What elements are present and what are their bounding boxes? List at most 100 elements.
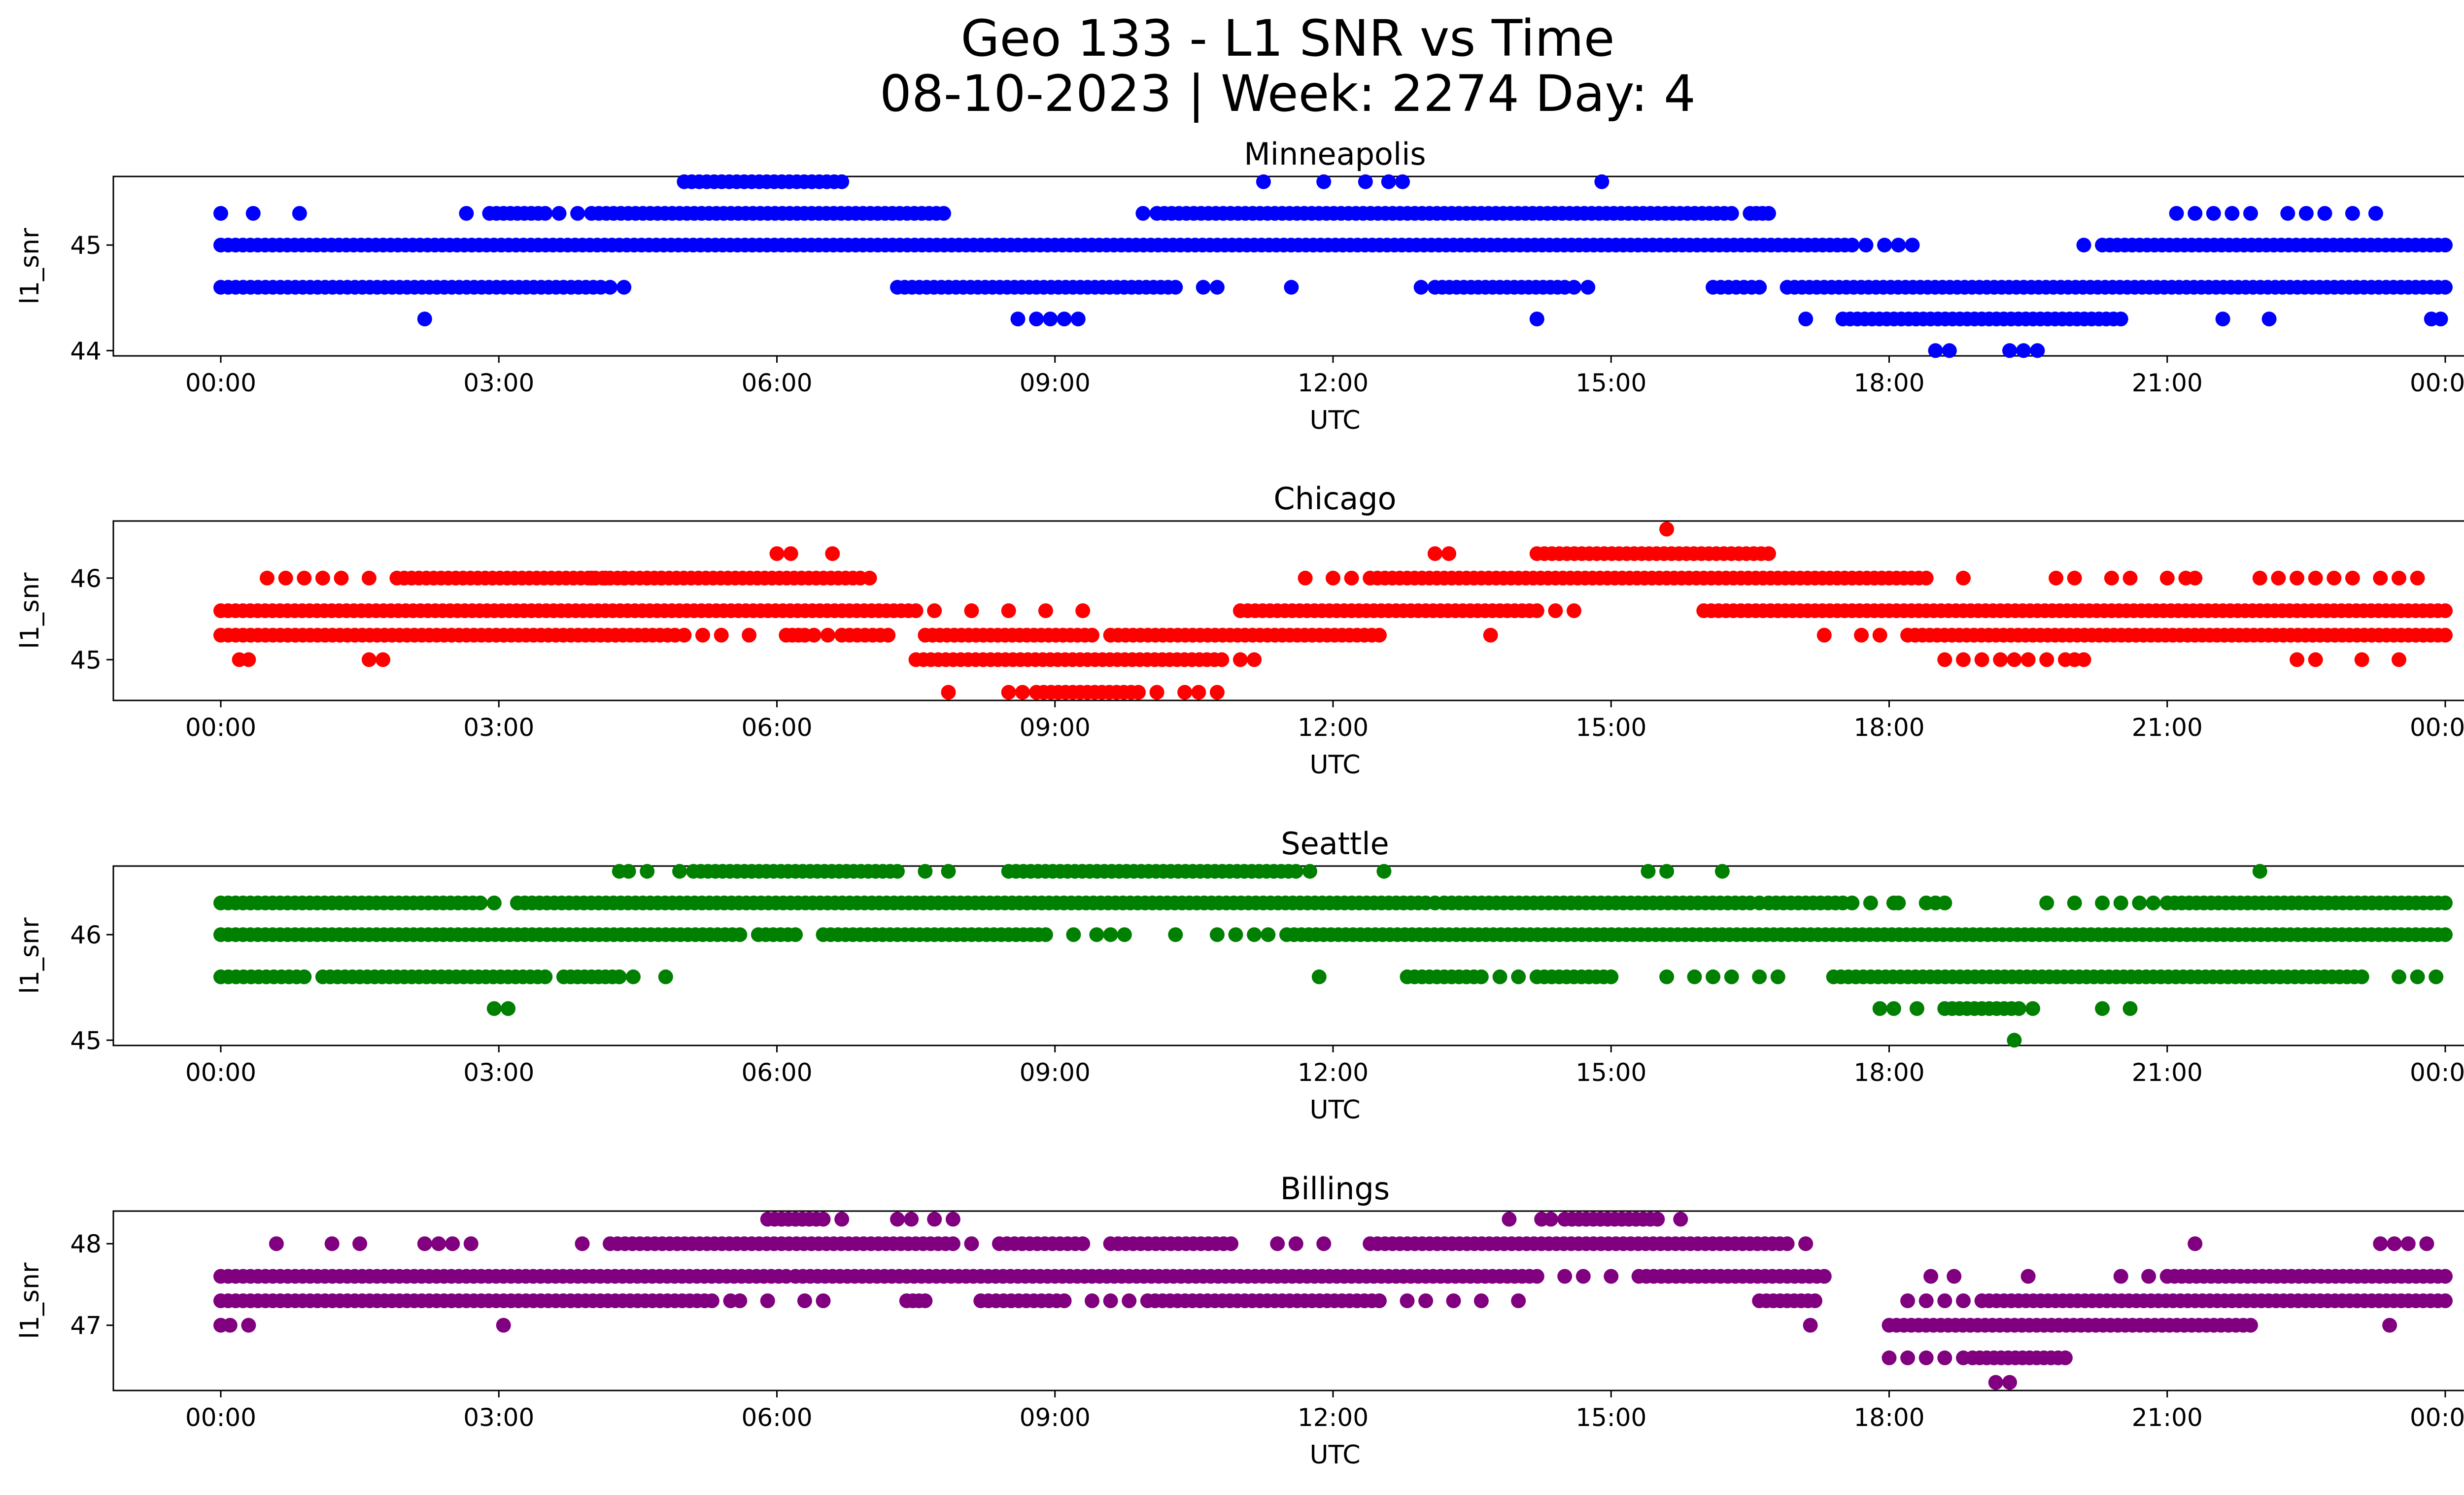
subplot-title: Minneapolis (1244, 136, 1426, 172)
data-point (2076, 652, 2091, 667)
data-point (2438, 603, 2453, 618)
data-point (1070, 312, 1086, 327)
data-point (297, 969, 312, 984)
series-points (213, 1212, 2453, 1390)
data-point (2392, 652, 2406, 667)
data-point (486, 895, 502, 910)
data-point (1085, 627, 1099, 643)
data-point (2188, 206, 2203, 221)
data-point (1473, 969, 1489, 984)
data-point (677, 627, 692, 643)
x-tick-label: 00:00 (2410, 713, 2464, 742)
data-point (1043, 312, 1058, 327)
data-point (2429, 969, 2444, 984)
data-point (834, 1212, 850, 1227)
figure-title-line-2: 08-10-2023 | Week: 2274 Day: 4 (880, 65, 1696, 123)
data-point (1956, 1350, 1971, 1365)
data-point (1808, 1293, 1822, 1308)
data-point (1761, 206, 1776, 221)
y-tick-label: 45 (70, 231, 102, 260)
axes-frame (112, 1210, 2464, 1391)
data-point (1427, 895, 1442, 910)
data-point (941, 685, 956, 700)
data-point (1604, 969, 1619, 984)
data-point (1492, 969, 1507, 984)
data-point (1761, 546, 1776, 561)
data-point (1937, 1350, 1952, 1365)
data-point (222, 1318, 238, 1333)
data-point (2206, 206, 2221, 221)
data-point (1659, 522, 1675, 537)
data-point (1918, 1293, 1934, 1308)
data-point (2104, 570, 2119, 586)
data-point (672, 864, 687, 879)
x-tick-label: 12:00 (1298, 1403, 1369, 1432)
data-point (2002, 343, 2017, 358)
data-point (2159, 570, 2175, 586)
y-tick-label: 44 (70, 337, 102, 365)
data-point (1900, 1293, 1916, 1308)
data-point (1316, 1236, 1332, 1252)
x-axis-label: UTC (1309, 406, 1360, 435)
data-point (640, 864, 655, 879)
data-point (742, 627, 757, 643)
data-point (1858, 238, 1874, 253)
x-tick-label: 12:00 (1298, 713, 1369, 742)
data-point (431, 1236, 446, 1252)
data-point (1122, 1293, 1137, 1308)
data-point (2243, 206, 2258, 221)
data-point (1288, 864, 1303, 879)
data-point (927, 1212, 942, 1227)
data-point (1376, 864, 1392, 879)
data-point (2354, 652, 2369, 667)
data-point (1891, 238, 1906, 253)
data-point (1543, 1212, 1558, 1227)
subplot-chicago: Chicago 00:00 03:00 06:00 09:00 12:00 15:00 18:… (15, 481, 2464, 780)
data-point (1256, 174, 1271, 189)
data-point (2252, 570, 2267, 586)
data-point (1395, 174, 1410, 189)
data-point (1427, 546, 1442, 561)
data-point (1418, 1293, 1434, 1308)
data-point (621, 864, 636, 879)
data-point (1209, 685, 1225, 700)
data-point (269, 1236, 284, 1252)
data-point (1135, 206, 1151, 221)
data-point (1956, 1293, 1971, 1308)
data-point (1918, 1350, 1934, 1365)
x-tick-label: 06:00 (741, 1058, 812, 1087)
x-axis-label: UTC (1309, 1440, 1360, 1470)
data-point (769, 546, 785, 561)
data-point (616, 570, 632, 586)
data-point (2438, 1293, 2453, 1308)
data-point (1261, 927, 1276, 942)
data-point (1529, 603, 1544, 618)
data-point (1803, 1318, 1818, 1333)
data-point (538, 206, 553, 221)
data-point (1993, 652, 2008, 667)
x-tick-label: 06:00 (741, 1403, 812, 1432)
y-tick-label: 48 (70, 1230, 102, 1258)
subplot-billings: Billings 00:00 03:00 06:00 09:00 12:00 15:00 18… (15, 1171, 2464, 1470)
data-point (1010, 312, 1026, 327)
data-point (862, 570, 877, 586)
x-tick-label: 18:00 (1853, 713, 1924, 742)
data-point (788, 927, 803, 942)
data-point (1594, 174, 1609, 189)
x-tick-label: 03:00 (463, 369, 534, 397)
data-point (2141, 1269, 2156, 1284)
data-point (2354, 969, 2369, 984)
data-point (2392, 969, 2406, 984)
data-point (2438, 895, 2453, 910)
data-point (2169, 206, 2184, 221)
data-point (2076, 238, 2091, 253)
data-point (1270, 1236, 1285, 1252)
data-point (1483, 627, 1498, 643)
data-point (2438, 279, 2453, 295)
subplot-minneapolis: Minneapolis 00:00 03:00 06:00 09:00 12:00 15:0… (15, 136, 2464, 435)
data-point (2345, 206, 2360, 221)
data-point (1228, 927, 1243, 942)
data-point (1798, 312, 1814, 327)
y-axis-label: l1_snr (15, 1262, 45, 1339)
